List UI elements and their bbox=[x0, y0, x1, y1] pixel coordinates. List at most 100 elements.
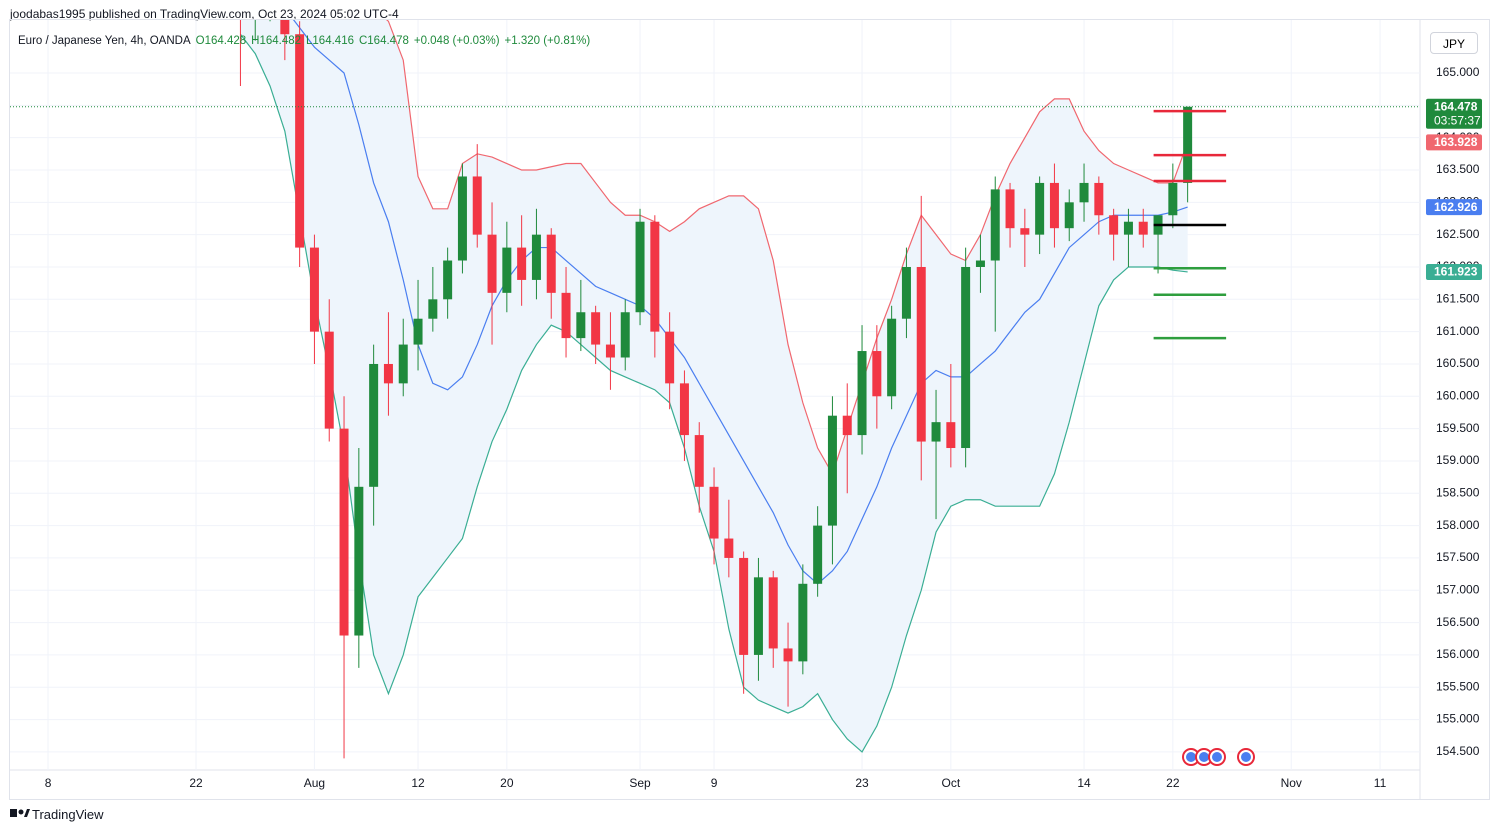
band-badge bbox=[1426, 263, 1482, 280]
legend-value: O164.428 bbox=[195, 35, 247, 47]
candle-body bbox=[605, 344, 615, 358]
y-tick-label: 160.500 bbox=[1436, 356, 1480, 370]
candle-body bbox=[990, 189, 1000, 261]
candle-body bbox=[753, 577, 763, 655]
y-tick-label: 156.000 bbox=[1436, 647, 1480, 661]
candle-body bbox=[798, 583, 808, 662]
candle-body bbox=[487, 234, 497, 293]
candle-body bbox=[236, 0, 245, 15]
x-tick-label: Aug bbox=[304, 776, 325, 790]
candle-body bbox=[827, 415, 837, 526]
publish-line: joodabas1995 published on TradingView.co… bbox=[10, 7, 399, 21]
candle-body bbox=[1035, 182, 1045, 235]
logo bbox=[10, 809, 30, 817]
candle-body bbox=[502, 247, 512, 293]
y-tick-label: 165.000 bbox=[1436, 65, 1480, 79]
candle-body bbox=[1020, 228, 1030, 235]
candle-body bbox=[1094, 182, 1104, 216]
band-badge bbox=[1426, 134, 1482, 151]
y-tick-label: 160.000 bbox=[1436, 388, 1480, 402]
band-line bbox=[292, 20, 1188, 585]
candle-body bbox=[739, 557, 749, 655]
y-tick-label: 157.500 bbox=[1436, 550, 1480, 564]
candle-body bbox=[724, 538, 734, 558]
candle-body bbox=[783, 648, 793, 662]
countdown: 03:57:37 bbox=[1434, 113, 1481, 127]
candle-body bbox=[946, 422, 956, 449]
candle-body bbox=[650, 221, 660, 332]
candle-body bbox=[1109, 215, 1119, 235]
symbol: Euro / Japanese Yen, 4h, OANDA bbox=[18, 35, 191, 47]
y-tick-label: 158.000 bbox=[1436, 518, 1480, 532]
y-tick-label: 159.000 bbox=[1436, 453, 1480, 467]
candle-body bbox=[280, 20, 290, 35]
candle-body bbox=[339, 428, 349, 636]
price-badge-label: 164.478 bbox=[1434, 99, 1478, 113]
candle-body bbox=[295, 34, 305, 248]
candle-body bbox=[901, 266, 911, 319]
currency-button[interactable]: JPY bbox=[1430, 32, 1478, 54]
candle-body bbox=[813, 525, 823, 584]
x-tick-label: 12 bbox=[411, 776, 425, 790]
legend-value: +1.320 (+0.81%) bbox=[504, 35, 591, 47]
candle-body bbox=[309, 247, 319, 332]
y-tick-label: 163.500 bbox=[1436, 162, 1480, 176]
y-tick-label: 155.500 bbox=[1436, 679, 1480, 693]
candle-body bbox=[1123, 221, 1133, 235]
candle-body bbox=[916, 266, 926, 442]
candle-body bbox=[975, 260, 985, 267]
candle-body bbox=[561, 292, 571, 339]
candle-body bbox=[931, 422, 941, 442]
x-tick-label: 9 bbox=[711, 776, 718, 790]
candle-body bbox=[635, 221, 645, 313]
candle-body bbox=[1168, 182, 1178, 216]
candle-body bbox=[383, 363, 393, 384]
candle-body bbox=[576, 312, 586, 339]
candle-body bbox=[887, 318, 897, 397]
candle-body bbox=[1183, 106, 1193, 183]
candle-body bbox=[324, 331, 334, 429]
candle-body bbox=[665, 331, 675, 384]
candle-body bbox=[857, 351, 867, 436]
band-badge bbox=[1426, 199, 1482, 216]
x-tick-label: 22 bbox=[189, 776, 203, 790]
x-tick-label: 22 bbox=[1166, 776, 1180, 790]
y-tick-label: 161.500 bbox=[1436, 291, 1480, 305]
band-badge-label: 162.926 bbox=[1434, 200, 1478, 214]
candle-body bbox=[694, 435, 704, 487]
x-tick-label: 8 bbox=[45, 776, 52, 790]
y-tick-label: 158.500 bbox=[1436, 485, 1480, 499]
y-tick-label: 159.500 bbox=[1436, 421, 1480, 435]
candle-body bbox=[961, 266, 971, 449]
x-tick-label: 11 bbox=[1374, 776, 1387, 790]
y-tick-label: 156.500 bbox=[1436, 615, 1480, 629]
candle-body bbox=[413, 318, 423, 345]
x-tick-label: 23 bbox=[855, 776, 869, 790]
y-tick-label: 154.500 bbox=[1436, 744, 1480, 758]
frame bbox=[9, 19, 1490, 800]
legend-value: H164.482 bbox=[251, 35, 302, 47]
candle-body bbox=[768, 577, 778, 649]
x-tick-label: Oct bbox=[942, 776, 961, 790]
candle-body bbox=[546, 234, 556, 293]
band-badge-label: 163.928 bbox=[1434, 135, 1478, 149]
candle-body bbox=[620, 312, 630, 358]
candle-body bbox=[472, 176, 482, 235]
candle-body bbox=[443, 260, 453, 300]
candle-body bbox=[354, 486, 364, 636]
candle-body bbox=[251, 0, 260, 15]
y-tick-label: 155.000 bbox=[1436, 712, 1480, 726]
candle-body bbox=[517, 247, 527, 280]
x-tick-label: Sep bbox=[629, 776, 651, 790]
candle-body bbox=[679, 383, 689, 436]
band-badge-label: 161.923 bbox=[1434, 265, 1478, 279]
event-icons[interactable] bbox=[1182, 748, 1255, 766]
candle-body bbox=[1079, 182, 1089, 203]
y-tick-label: 161.000 bbox=[1436, 324, 1480, 338]
legend: Euro / Japanese Yen, 4h, OANDA O164.428 H1… bbox=[18, 35, 590, 47]
candle-body bbox=[1138, 221, 1148, 235]
candle-body bbox=[1005, 189, 1015, 229]
candle-body bbox=[428, 299, 438, 319]
